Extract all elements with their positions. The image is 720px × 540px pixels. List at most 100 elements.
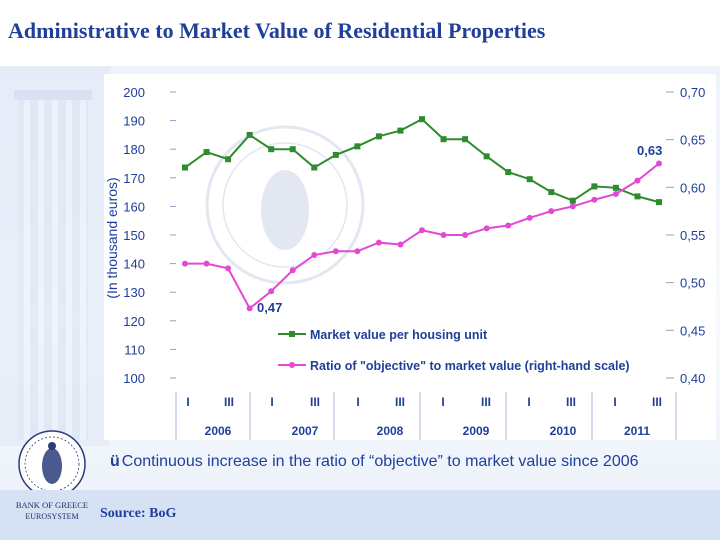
note-text: Continuous increase in the ratio of “obj… [121,453,639,470]
ratio-point [225,265,232,272]
y2-tick-label: 0,70 [680,85,705,100]
annotation-min: 0,47 [257,300,282,315]
ratio-point [526,214,533,221]
market-value-point [419,116,425,123]
y2-tick-label: 0,50 [680,276,705,291]
y2-tick-label: 0,60 [680,180,705,195]
y-tick-label: 200 [123,85,145,100]
y-tick-label: 150 [123,228,145,243]
ratio-point [375,239,382,246]
seal-watermark [205,125,365,285]
plot-panel [104,74,716,440]
source-label: Source: BoG [100,506,177,521]
y2-tick-label: 0,65 [680,133,705,148]
market-value-point [332,151,339,158]
check-icon: ü [110,453,120,470]
ratio-point [311,252,318,259]
market-value-point [225,156,232,163]
ratio-point [612,191,619,198]
chart-labels: 200 190 180 170 160 150 140 130 120 110 100 0,70 0,6… [104,85,705,438]
quarter-label: III [395,395,405,409]
market-value-point [182,164,188,171]
ratio-point [569,203,576,210]
ratio-point [440,232,447,238]
chart: 200 190 180 170 160 150 140 130 120 110 100 0,70 0,6… [0,66,716,446]
bank-name: BANK OF GREECE [15,500,89,510]
year-label: 2008 [377,424,404,438]
quarter-label: I [613,395,616,409]
ratio-point [332,248,339,255]
page-title: Administrative to Market Value of Reside… [8,18,546,43]
market-value-point [246,131,253,138]
legend-marker-ratio [289,362,295,368]
quarter-label: III [224,395,234,409]
market-value-point [656,199,662,206]
legend-marker-market [289,331,295,337]
y-tick-label: 120 [123,314,145,329]
ratio-point [634,177,641,184]
y-tick-label: 160 [123,199,145,214]
chart-marks [182,116,662,368]
year-label: 2007 [292,424,319,438]
y-tick-label: 170 [123,171,145,186]
market-value-point [397,127,404,134]
quarter-label: I [441,395,444,409]
ratio-point [397,241,404,248]
ratio-point [268,288,275,295]
legend-label-market: Market value per housing unit [310,328,488,342]
ratio-point [419,227,425,234]
ratio-point [548,208,555,215]
y-tick-label: 110 [124,342,145,357]
column-decoration [0,66,110,446]
market-value-point [289,146,296,153]
market-value-point [526,176,533,183]
y2-tick-label: 0,40 [680,371,705,386]
year-label: 2009 [463,424,490,438]
bank-subtitle: EUROSYSTEM [25,512,79,521]
legend-label-ratio: Ratio of "objective" to market value (ri… [310,359,630,373]
market-value-point [354,143,361,150]
quarter-label: I [527,395,530,409]
ratio-point [462,232,469,238]
y-tick-label: 140 [123,257,145,272]
ratio-point [246,305,253,312]
quarter-label: III [652,395,662,409]
quarter-label: I [186,395,189,409]
y-tick-label: 100 [123,371,145,386]
market-value-point [548,189,555,196]
bank-seal-icon [18,430,86,498]
quarter-label: I [270,395,273,409]
footer-bar [0,490,720,540]
ratio-point [203,260,210,267]
chart-axes [170,91,677,440]
y-tick-label: 190 [123,114,145,129]
year-label: 2011 [624,424,650,438]
market-value-point [505,169,512,176]
quarter-label: I [356,395,359,409]
y2-tick-label: 0,45 [680,323,705,338]
annotation-last: 0,63 [637,143,662,158]
ratio-point [656,160,662,167]
ratio-point [182,260,188,267]
bank-logo-text: BANK OF GREECE EUROSYSTEM [6,500,98,522]
market-value-point [634,193,641,200]
ratio-point [591,196,598,203]
takeaway-note: ü Continuous increase in the ratio of “ob… [110,452,710,472]
y-tick-label: 180 [123,142,145,157]
quarter-label: III [481,395,491,409]
market-value-point [375,133,382,140]
ratio-point [354,248,361,255]
quarter-label: III [566,395,576,409]
market-value-point [462,136,469,143]
market-value-point [591,183,598,190]
market-value-point [268,146,275,153]
title-bar: Administrative to Market Value of Reside… [0,0,720,66]
ratio-point [505,222,512,229]
quarter-label: III [310,395,320,409]
ratio-point [289,267,296,274]
year-label: 2010 [550,424,577,438]
market-value-point [311,164,318,171]
ratio-point [483,225,490,232]
market-value-point [612,184,619,191]
